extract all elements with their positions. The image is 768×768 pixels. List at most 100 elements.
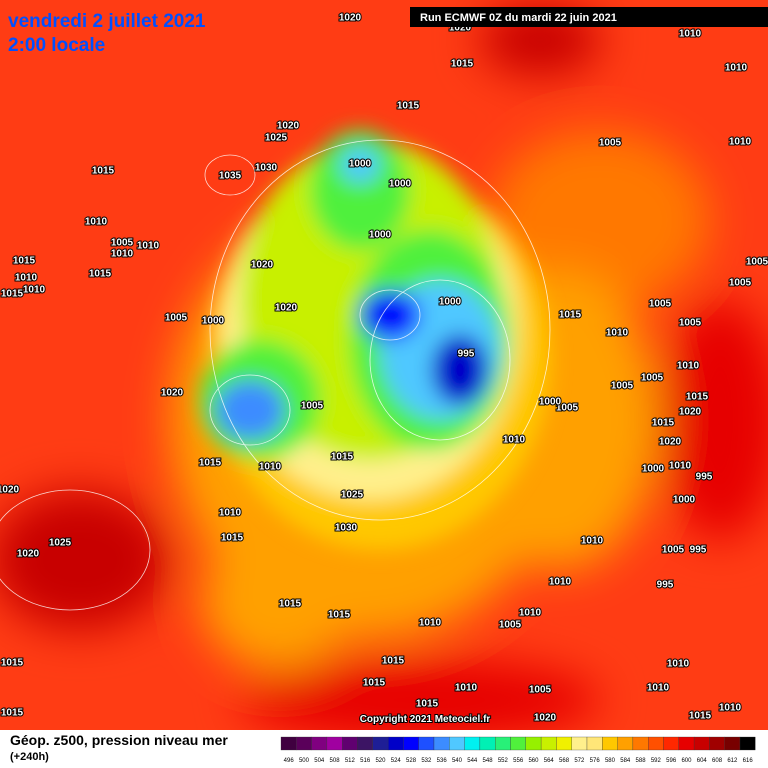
isobar-label: 1020 <box>0 485 20 496</box>
isobar-label: 1010 <box>679 29 702 40</box>
scale-swatch <box>739 736 756 751</box>
isobar-label: 995 <box>696 472 713 483</box>
scale-swatch <box>342 736 358 751</box>
isobar-label: 1020 <box>679 407 702 418</box>
isobar-label: 1015 <box>199 458 222 469</box>
isobar-label: 1010 <box>23 285 46 296</box>
scale-swatch <box>280 736 297 751</box>
scale-label: 504 <box>314 758 325 764</box>
isobar-label: 1015 <box>382 656 405 667</box>
isobar-label: 1010 <box>259 462 282 473</box>
copyright: Copyright 2021 Meteociel.fr <box>360 714 491 725</box>
isobar-label: 1015 <box>689 711 712 722</box>
isobar-label: 1010 <box>729 137 752 148</box>
scale-swatch <box>510 736 526 751</box>
scale-label: 560 <box>528 758 539 764</box>
isobar-label: 1015 <box>92 166 115 177</box>
scale-swatch <box>724 736 741 751</box>
isobar-label: 1005 <box>662 545 685 556</box>
isobar-label: 1000 <box>202 316 225 327</box>
isobar-label: 1000 <box>673 495 696 506</box>
isobar-label: 1005 <box>611 381 634 392</box>
scale-label: 572 <box>574 758 585 764</box>
scale-swatch <box>571 736 588 751</box>
scale-swatch <box>648 736 664 751</box>
scale-label: 552 <box>498 758 509 764</box>
scale-swatch <box>709 736 725 751</box>
isobar-label: 1010 <box>647 683 670 694</box>
isobar-label: 1015 <box>451 59 474 70</box>
scale-swatch <box>678 736 695 751</box>
scale-label: 508 <box>330 758 341 764</box>
scale-label: 536 <box>437 758 448 764</box>
isobar-label: 1015 <box>328 610 351 621</box>
isobar-labels: 1020102010151010101010151020102510001035… <box>0 12 768 725</box>
isobar-label: 1010 <box>677 361 700 372</box>
scale-label: 496 <box>284 758 295 764</box>
time: 2:00 locale <box>8 35 105 56</box>
isobar-label: 1010 <box>581 536 604 547</box>
scale-label: 568 <box>559 758 570 764</box>
scale-label: 500 <box>299 758 310 764</box>
scale-swatch <box>479 736 496 751</box>
scale-label: 516 <box>360 758 371 764</box>
scale-label: 576 <box>590 758 601 764</box>
scale-swatch <box>403 736 419 751</box>
isobar-label: 1010 <box>85 217 108 228</box>
isobar-label: 1015 <box>1 289 24 300</box>
isobar-label: 1020 <box>277 121 300 132</box>
scale-swatch <box>556 736 572 751</box>
isobar-label: 1005 <box>556 403 579 414</box>
isobar-label: 1000 <box>369 230 392 241</box>
isobar-label: 1005 <box>679 318 702 329</box>
scale-label: 588 <box>636 758 647 764</box>
scale-label: 520 <box>375 758 386 764</box>
color-scale: 496 500 504 508 512 516 520 524 528 532 536 540 544 5… <box>280 736 756 764</box>
scale-swatch <box>418 736 435 751</box>
isobar-label: 1005 <box>165 313 188 324</box>
isobar-label: 1005 <box>641 373 664 384</box>
scale-label: 532 <box>421 758 432 764</box>
isobar-label: 1020 <box>534 713 557 724</box>
scale-swatch <box>326 736 343 751</box>
isobar-label: 1015 <box>1 658 24 669</box>
isobar-label: 1030 <box>255 163 278 174</box>
scale-label: 592 <box>651 758 662 764</box>
scale-label: 580 <box>605 758 616 764</box>
isobar-label: 1020 <box>251 260 274 271</box>
isobar-label: 1015 <box>1 708 24 719</box>
isobar-label: 1010 <box>719 703 742 714</box>
scale-label: 544 <box>467 758 478 764</box>
isobar-label: 1010 <box>137 241 160 252</box>
isobar-label: 1020 <box>161 388 184 399</box>
date: vendredi 2 juillet 2021 <box>8 11 206 32</box>
isobar-label: 1005 <box>746 257 768 268</box>
isobar-label: 1010 <box>419 618 442 629</box>
isobar-label: 1015 <box>686 392 709 403</box>
scale-label: 596 <box>666 758 677 764</box>
lead-time: (+240h) <box>10 751 49 763</box>
isobar-label: 1005 <box>729 278 752 289</box>
scale-label: 556 <box>513 758 524 764</box>
isobar-label: 1015 <box>221 533 244 544</box>
isobar-label: 1015 <box>559 310 582 321</box>
isobar-label: 1010 <box>667 659 690 670</box>
isobar-label: 1010 <box>455 683 478 694</box>
isobar-label: 1015 <box>13 256 36 267</box>
isobar-label: 1010 <box>111 249 134 260</box>
isobar-label: 1015 <box>279 599 302 610</box>
scale-label: 524 <box>391 758 402 764</box>
isobar-label: 1010 <box>519 608 542 619</box>
isobar-label: 1015 <box>89 269 112 280</box>
field <box>0 0 768 740</box>
scale-label: 564 <box>544 758 555 764</box>
scale-swatch <box>525 736 542 751</box>
isobar-label: 1005 <box>499 620 522 631</box>
scale-swatch <box>632 736 649 751</box>
isobar-label: 1025 <box>49 538 72 549</box>
isobar-label: 1005 <box>599 138 622 149</box>
isobar-label: 1015 <box>331 452 354 463</box>
scale-swatch <box>296 736 312 751</box>
scale-swatch <box>617 736 634 751</box>
